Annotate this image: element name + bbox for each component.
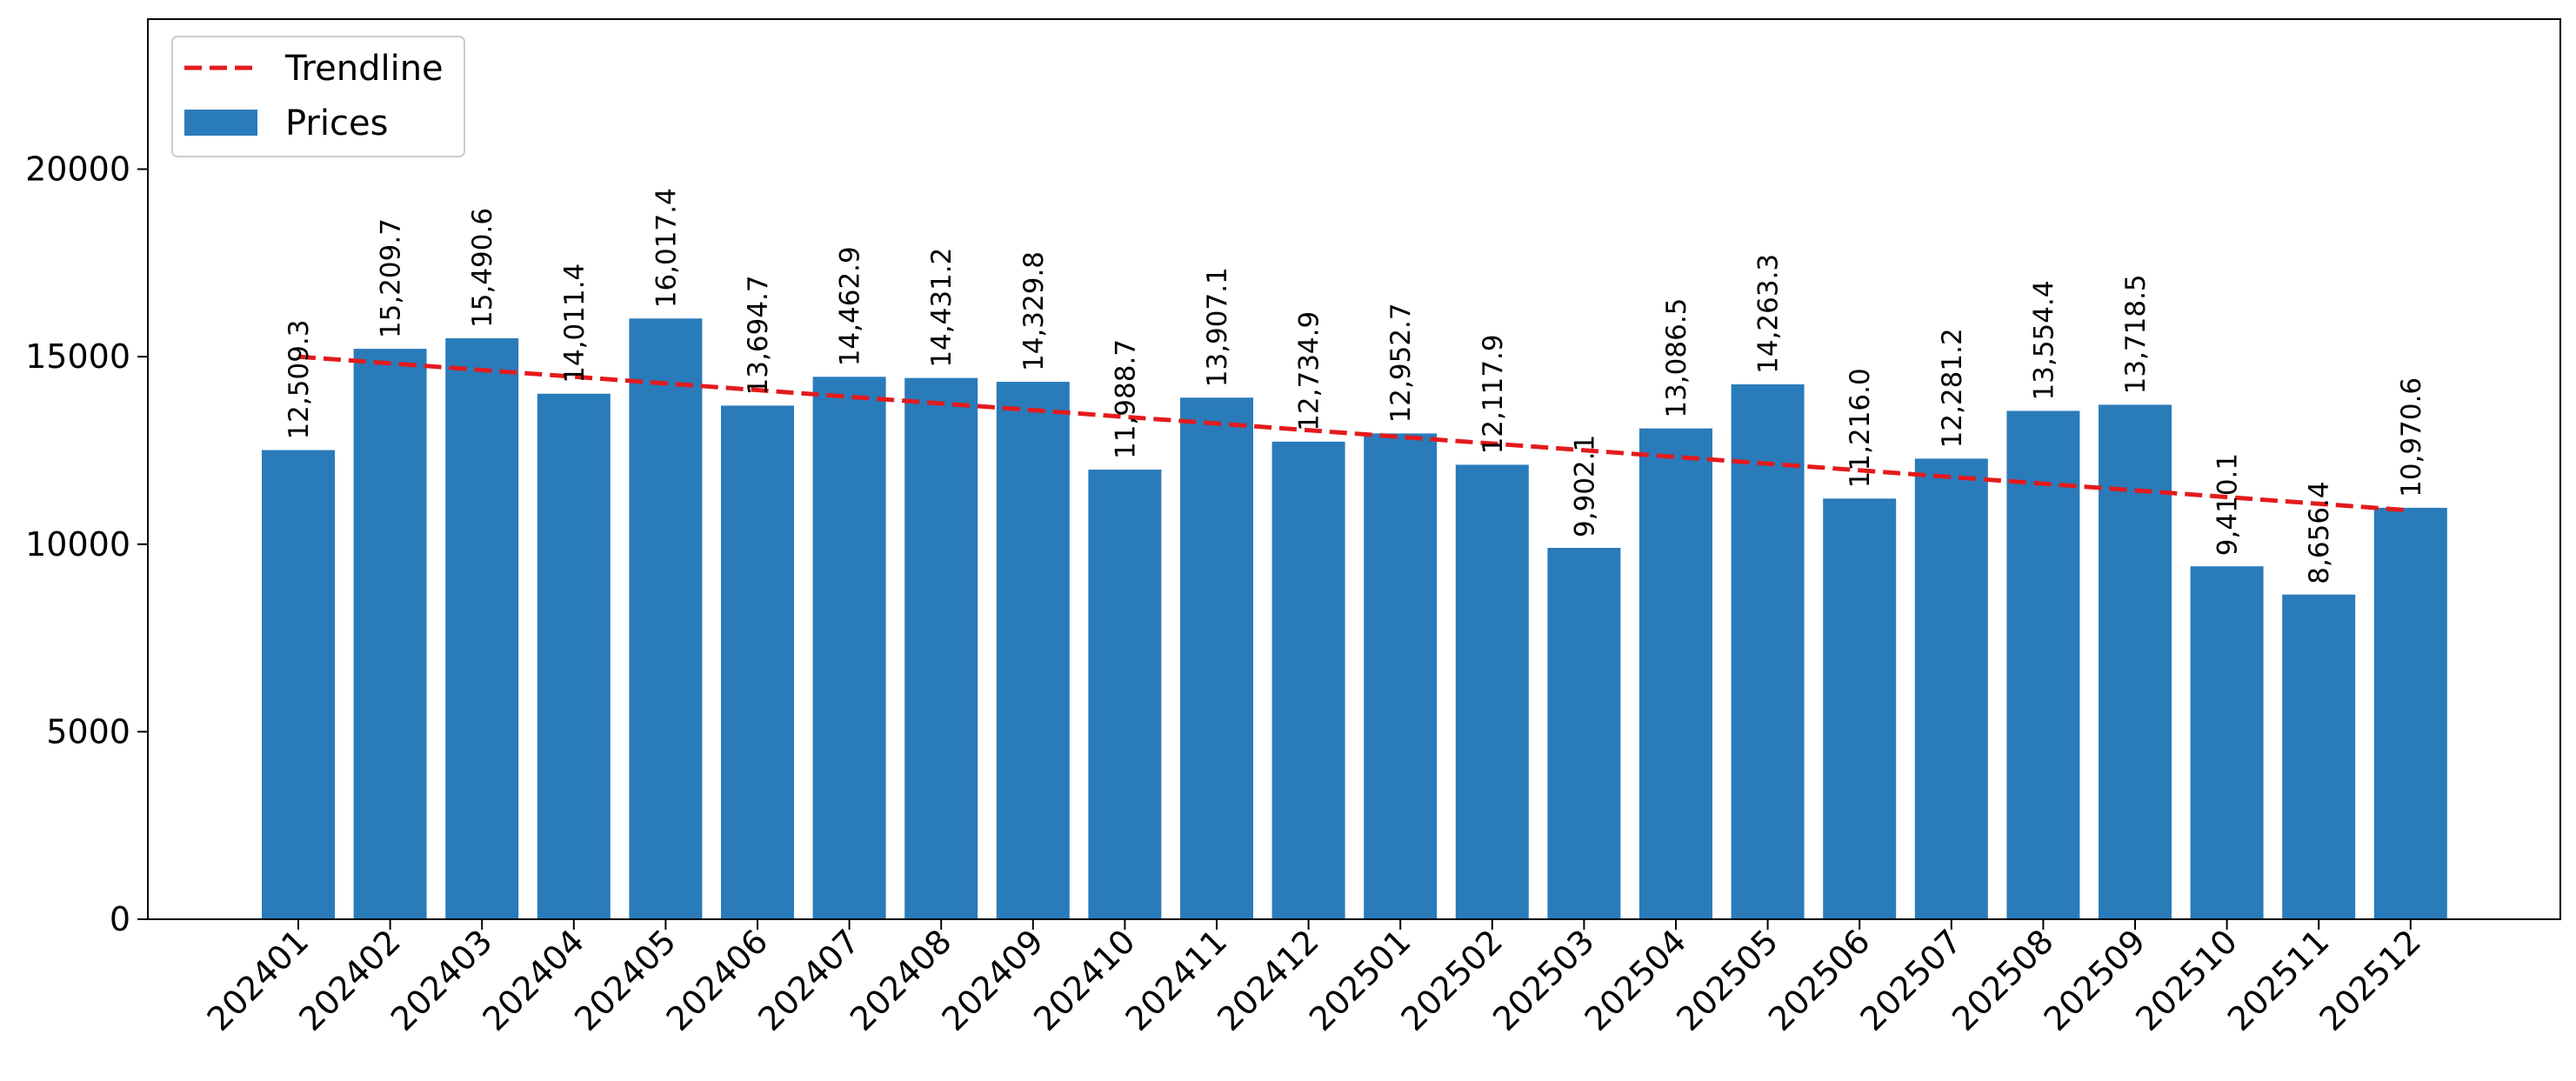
y-tick-label: 5000	[46, 712, 130, 751]
y-tick-label: 0	[110, 900, 130, 938]
bar-202511	[2282, 594, 2356, 919]
bar-value-label: 13,907.1	[1202, 267, 1233, 387]
bar-202409	[996, 382, 1070, 920]
bar-value-label: 9,410.1	[2212, 453, 2244, 556]
bar-value-label: 12,952.7	[1385, 303, 1417, 423]
x-tick-label: 202401	[200, 922, 317, 1038]
bar-202502	[1455, 464, 1529, 919]
bar-202411	[1180, 397, 1253, 919]
legend-label: Trendline	[284, 49, 444, 89]
x-tick-label: 202404	[475, 922, 591, 1038]
x-tick-label: 202405	[567, 922, 684, 1038]
x-tick-label: 202412	[1210, 922, 1326, 1038]
bar-202504	[1639, 428, 1712, 920]
legend-label: Prices	[285, 103, 388, 143]
bar-value-label: 12,281.2	[1937, 328, 1968, 448]
x-tick-label: 202409	[934, 922, 1051, 1038]
x-tick-label: 202504	[1578, 922, 1694, 1038]
bar-202406	[721, 405, 794, 919]
bar-value-label: 12,117.9	[1478, 334, 1509, 454]
bar-value-label: 14,011.4	[559, 264, 591, 384]
bar-value-label: 16,017.4	[651, 188, 682, 308]
bar-value-label: 8,656.4	[2304, 481, 2335, 584]
bar-value-label: 14,431.2	[926, 248, 958, 368]
bar-202512	[2373, 507, 2447, 919]
bar-value-label: 13,554.4	[2028, 280, 2059, 400]
x-tick-label: 202411	[1118, 922, 1235, 1038]
x-tick-label: 202408	[843, 922, 959, 1038]
bar-202410	[1088, 469, 1162, 919]
bar-202510	[2190, 566, 2264, 919]
bar-value-label: 11,988.7	[1110, 339, 1141, 459]
x-tick-label: 202508	[1945, 922, 2061, 1038]
bar-value-label: 13,086.5	[1661, 298, 1692, 418]
bar-202501	[1364, 433, 1438, 920]
x-tick-label: 202402	[291, 922, 408, 1038]
x-tick-label: 202505	[1669, 922, 1785, 1038]
bar-value-label: 14,329.8	[1018, 251, 1050, 371]
bar-value-label: 15,209.7	[376, 218, 407, 338]
chart-legend: Trendline Prices	[171, 36, 465, 157]
bar-202402	[353, 349, 427, 920]
x-tick-label: 202406	[659, 922, 776, 1038]
bar-202412	[1271, 441, 1345, 919]
x-tick-label: 202512	[2312, 922, 2428, 1038]
bar-value-label: 14,263.3	[1753, 254, 1785, 374]
x-tick-label: 202502	[1393, 922, 1510, 1038]
bar-value-label: 12,734.9	[1294, 311, 1325, 431]
plot-frame	[147, 18, 2561, 920]
bar-202508	[2006, 410, 2080, 919]
x-tick-label: 202507	[1852, 922, 1969, 1038]
bar-202405	[629, 318, 703, 919]
y-tick-label: 20000	[25, 150, 130, 189]
y-tick-label: 15000	[25, 337, 130, 376]
x-tick-label: 202511	[2220, 922, 2337, 1038]
bar-value-label: 14,462.9	[835, 246, 866, 366]
bar-value-label: 12,509.3	[284, 319, 315, 439]
x-tick-label: 202509	[2037, 922, 2153, 1038]
x-tick-label: 202407	[751, 922, 867, 1038]
x-tick-label: 202510	[2128, 922, 2245, 1038]
x-tick-label: 202506	[1761, 922, 1878, 1038]
bar-202408	[904, 377, 978, 919]
bar-value-label: 13,694.7	[743, 275, 774, 395]
x-tick-label: 202501	[1302, 922, 1418, 1038]
bar-202509	[2099, 404, 2172, 920]
bar-202401	[262, 450, 335, 919]
bar-202403	[445, 337, 519, 919]
bar-value-label: 13,718.5	[2120, 274, 2152, 394]
bar-value-label: 11,216.0	[1845, 368, 1876, 488]
x-tick-label: 202410	[1026, 922, 1143, 1038]
bar-202506	[1823, 498, 1897, 919]
bar-202404	[537, 393, 611, 919]
bar-value-label: 15,490.6	[467, 208, 498, 328]
chart-marks: 12,509.3 15,209.7 15,490.6 14,011.4 16,017.4…	[262, 188, 2447, 920]
y-tick-label: 10000	[25, 525, 130, 564]
bar-202507	[1914, 458, 1988, 919]
bar-value-label: 10,970.6	[2396, 377, 2427, 497]
bar-202407	[812, 377, 886, 919]
bar-value-label: 9,902.1	[1569, 435, 1600, 537]
bar-202503	[1547, 547, 1621, 919]
bar-202505	[1731, 384, 1805, 919]
legend-prices-swatch	[184, 110, 257, 136]
x-tick-label: 202503	[1485, 922, 1602, 1038]
x-tick-label: 202403	[384, 922, 500, 1038]
trendline	[297, 354, 2411, 513]
